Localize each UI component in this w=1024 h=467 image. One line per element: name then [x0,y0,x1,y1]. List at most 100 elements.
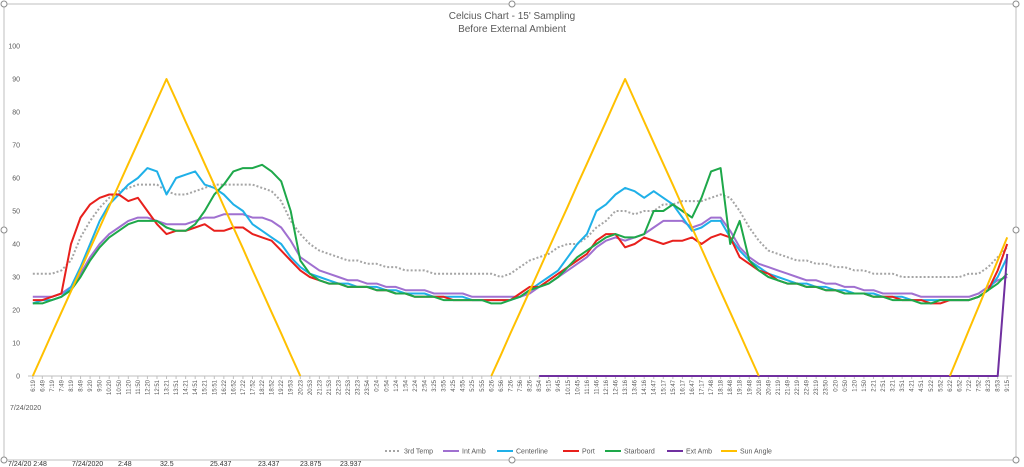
y-tick-label: 20 [12,308,20,315]
x-tick-label: 7:26 [508,379,514,391]
x-tick-label: 6:22 [948,379,954,391]
x-tick-label: 19:18 [738,379,744,395]
x-tick-label: 7:52 [977,379,983,391]
x-tick-label: 6:19 [31,379,37,391]
x-tick-label: 15:47 [671,379,677,395]
x-tick-label: 17:48 [709,379,715,395]
x-tick-label: 3:55 [442,379,448,391]
y-tick-label: 60 [12,176,20,183]
x-tick-label: 8:49 [79,379,85,391]
x-tick-label: 21:49 [785,379,791,395]
x-tick-label: 23:23 [356,379,362,395]
x-tick-label: 14:47 [652,379,658,395]
x-tick-label: 3:51 [900,379,906,391]
x-tick-label: 8:53 [996,379,1002,391]
x-tick-label: 7:22 [967,379,973,391]
x-tick-label: 0:24 [375,379,381,391]
x-tick-label: 9:15 [547,379,553,391]
y-tick-label: 80 [12,110,20,117]
x-tick-label: 21:23 [317,379,323,395]
y-tick-label: 90 [12,77,20,84]
x-tick-label: 4:21 [910,379,916,391]
x-tick-label: 19:53 [289,379,295,395]
x-group-label: 7/24/2020 [10,405,41,412]
sheet-cell: 25.437 [210,461,232,467]
x-tick-label: 18:52 [270,379,276,395]
x-tick-label: 15:21 [203,379,209,395]
x-tick-label: 5:25 [470,379,476,391]
sheet-cell: 23.437 [258,461,280,467]
x-tick-label: 13:46 [633,379,639,395]
series-line [32,163,1008,305]
x-tick-label: 13:21 [165,379,171,395]
x-tick-label: 9:45 [556,379,562,391]
x-tick-label: 18:48 [728,379,734,395]
x-tick-label: 17:17 [700,379,706,395]
x-tick-label: 21:53 [327,379,333,395]
x-tick-label: 16:52 [231,379,237,395]
series-line [539,253,1009,377]
x-tick-label: 15:17 [661,379,667,395]
x-tick-label: 22:19 [795,379,801,395]
x-tick-label: 0:20 [833,379,839,391]
x-tick-label: 10:50 [117,379,123,395]
x-tick-label: 0:50 [843,379,849,391]
x-tick-label: 6:49 [40,379,46,391]
x-tick-label: 9:50 [98,379,104,391]
x-tick-label: 20:23 [298,379,304,395]
series-line [32,183,1008,278]
x-tick-label: 1:50 [862,379,868,391]
x-tick-label: 4:51 [919,379,925,391]
x-tick-label: 14:21 [184,379,190,395]
sheet-cell: 7/24/20 2:48 [8,461,47,467]
chart-title: Celcius Chart - 15' Sampling [449,11,575,22]
x-tick-label: 8:54 [537,379,543,391]
legend-label: Ext Amb [686,449,712,456]
x-tick-label: 17:22 [241,379,247,395]
x-tick-label: 2:51 [881,379,887,391]
sheet-cell: 23.937 [340,461,362,467]
x-tick-label: 9:15 [1005,379,1011,391]
x-tick-label: 6:52 [957,379,963,391]
x-tick-label: 10:15 [566,379,572,395]
x-tick-label: 19:22 [279,379,285,395]
x-tick-label: 18:18 [719,379,725,395]
x-tick-label: 22:49 [805,379,811,395]
x-tick-label: 5:22 [929,379,935,391]
x-tick-label: 5:55 [480,379,486,391]
sheet-cell: 23.875 [300,461,322,467]
x-tick-label: 22:53 [346,379,352,395]
y-tick-label: 70 [12,143,20,150]
x-tick-label: 11:16 [585,379,591,394]
y-tick-label: 40 [12,242,20,249]
x-tick-label: 6:56 [499,379,505,391]
sheet-cell: 7/24/2020 [72,461,103,467]
x-tick-label: 2:54 [422,379,428,391]
x-tick-label: 6:26 [489,379,495,391]
x-tick-label: 7:19 [50,379,56,391]
x-tick-label: 20:49 [766,379,772,395]
x-tick-label: 9:20 [88,379,94,391]
x-tick-label: 0:54 [384,379,390,391]
x-tick-label: 23:19 [814,379,820,395]
x-tick-label: 3:21 [891,379,897,391]
x-tick-label: 12:46 [614,379,620,395]
x-tick-label: 11:20 [126,379,132,394]
legend-label: Port [582,449,595,456]
x-tick-label: 1:24 [394,379,400,391]
sheet-cell: 32.5 [160,461,174,467]
y-tick-label: 100 [8,44,20,51]
y-tick-label: 0 [16,374,20,381]
legend-label: Starboard [624,449,655,456]
x-tick-label: 17:52 [251,379,257,395]
legend-label: Int Amb [462,449,486,456]
x-tick-label: 10:45 [575,379,581,395]
x-tick-label: 4:25 [451,379,457,391]
y-tick-label: 10 [12,341,20,348]
x-tick-label: 11:46 [594,379,600,394]
x-tick-label: 12:51 [155,379,161,395]
chart-subtitle: Before External Ambient [458,24,566,35]
x-tick-label: 5:52 [938,379,944,391]
